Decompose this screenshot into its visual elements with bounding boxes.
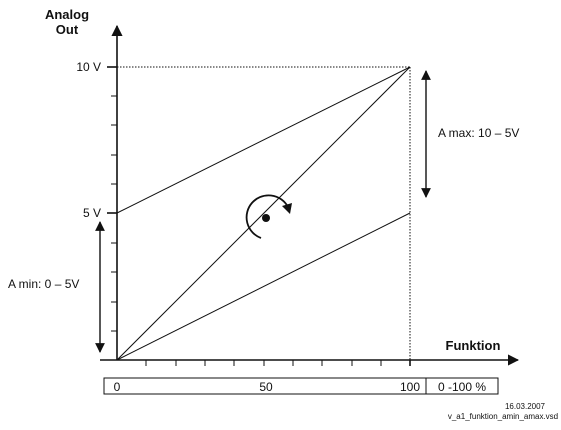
line-amin-5v-to-10v: [116, 66, 411, 214]
a-min-label: A min: 0 – 5V: [8, 277, 79, 291]
scale-label-100: 100: [400, 380, 420, 394]
rotate-clockwise-icon: [245, 194, 292, 239]
scale-label-0: 0: [114, 380, 121, 394]
percent-scale-bar: [103, 377, 499, 395]
y-axis-ticks: [111, 95, 117, 332]
a-max-label: A max: 10 – 5V: [438, 126, 519, 140]
y-tick-label-10v: 10 V: [76, 60, 101, 74]
footer-date: 16.03.2007: [505, 402, 546, 411]
y-tick-label-5v: 5 V: [83, 206, 101, 220]
y-axis-title-line2: Out: [56, 22, 79, 37]
footer-filename: v_a1_funktion_amin_amax.vsd: [448, 412, 558, 421]
y-axis-title-line1: Analog: [45, 7, 89, 22]
scale-unit-label: 0 -100 %: [438, 380, 486, 394]
x-axis-ticks: [145, 360, 382, 366]
x-axis-title: Funktion: [446, 338, 501, 353]
scale-label-50: 50: [259, 380, 273, 394]
line-amin-0v-to-10v: [116, 66, 411, 361]
line-amin-0v-to-5v: [116, 212, 411, 361]
